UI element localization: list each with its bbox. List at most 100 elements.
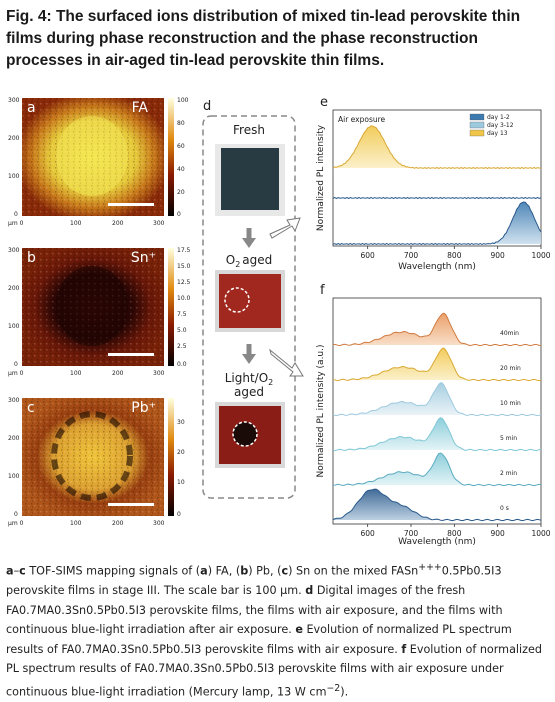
svg-text:80: 80	[177, 120, 185, 127]
x-tick-label-e: 800	[447, 251, 462, 260]
panel-label-e: e	[320, 95, 328, 110]
legend-label-e: day 13	[487, 130, 508, 137]
photo-fresh-film	[221, 148, 279, 210]
x-tick-label-f: 800	[447, 529, 462, 538]
svg-text:30: 30	[177, 419, 185, 426]
axis-ticks-c: 300 200 100 0 µm 0 100 200 300	[8, 397, 165, 527]
x-tick-label-f: 900	[491, 529, 506, 538]
series-line-f	[332, 312, 542, 347]
series-line-e	[332, 201, 542, 246]
svg-text:200: 200	[112, 370, 124, 377]
svg-text:7.5: 7.5	[177, 311, 187, 318]
series-label-f: 5 min	[500, 435, 517, 442]
series-fill-f	[333, 348, 541, 381]
svg-text:100: 100	[177, 97, 189, 104]
colorbar-ticks-b: 17.5 15.0 12.5 10.0 7.5 5.0 2.5 0.0	[177, 247, 191, 368]
figure-caption: a–c TOF-SIMS mapping signals of (a) FA, …	[6, 562, 542, 699]
svg-text:300: 300	[8, 97, 20, 104]
svg-text:µm 0: µm 0	[8, 220, 24, 227]
legend-swatch-e	[469, 129, 485, 137]
svg-text:200: 200	[112, 220, 124, 227]
svg-text:20: 20	[177, 189, 185, 196]
panel-label-d: d	[203, 99, 211, 114]
svg-text:100: 100	[8, 323, 20, 330]
plot-area-e	[332, 109, 542, 247]
figure-panel: a FA 100 80 60 40 20 0 300 200 100 0 µm …	[0, 88, 555, 548]
series-line-f	[332, 417, 542, 452]
series-label-f: 10 min	[500, 400, 521, 407]
svg-text:0: 0	[177, 211, 181, 218]
svg-text:300: 300	[153, 370, 165, 377]
colorbar-b	[168, 248, 174, 366]
x-tick-label-e: 600	[361, 251, 376, 260]
x-tick-label-f: 700	[404, 529, 419, 538]
svg-text:100: 100	[70, 520, 82, 527]
arrow-to-e	[269, 217, 301, 239]
series-fill-f	[333, 453, 541, 486]
series-fill-f	[333, 417, 541, 451]
xlabel-f: Wavelength (nm)	[398, 537, 476, 547]
axis-ticks-a: 300 200 100 0 µm 0 100 200 300	[8, 97, 165, 227]
svg-text:200: 200	[112, 520, 124, 527]
svg-text:60: 60	[177, 143, 185, 150]
svg-text:200: 200	[8, 435, 20, 442]
svg-text:100: 100	[70, 220, 82, 227]
o2-aged-label: O2 aged	[226, 253, 273, 269]
map-label-fa: FA	[132, 100, 149, 116]
svg-text:0.0: 0.0	[177, 361, 187, 368]
x-tick-label-e: 700	[404, 251, 419, 260]
series-label-f: 40min	[500, 330, 519, 337]
process-box	[202, 115, 296, 499]
ylabel-f: Normalized PL intensity (a.u.)	[316, 344, 326, 477]
svg-text:12.5: 12.5	[177, 279, 191, 286]
x-tick-label-e: 900	[491, 251, 506, 260]
map-label-sn: Sn⁺	[131, 250, 156, 266]
map-panel-a: a FA 100 80 60 40 20 0 300 200 100 0 µm …	[8, 97, 189, 227]
legend-swatch-e	[469, 121, 485, 129]
svg-text:300: 300	[153, 220, 165, 227]
light-aged-word: aged	[234, 385, 264, 399]
svg-text:0: 0	[14, 511, 18, 518]
colorbar-c	[168, 398, 174, 516]
series-line-e	[332, 196, 542, 200]
light-o2-aged-label: Light/O2	[225, 371, 274, 387]
panel-label-a: a	[27, 100, 36, 116]
svg-text:10: 10	[177, 479, 185, 486]
figure-svg: a FA 100 80 60 40 20 0 300 200 100 0 µm …	[8, 95, 551, 547]
legend-swatch-e	[469, 113, 485, 121]
x-ticks-e: 600 700 800 900 1000	[361, 246, 551, 260]
map-panel-c: c Pb⁺ 30 20 10 0 300 200 100 0 µm 0 100 …	[8, 397, 185, 527]
svg-text:10.0: 10.0	[177, 295, 191, 302]
series-label-f: 20 min	[500, 365, 521, 372]
panel-label-f: f	[320, 283, 325, 298]
annotation-e: Air exposure	[338, 115, 386, 124]
fresh-label: Fresh	[233, 123, 265, 137]
svg-text:100: 100	[8, 173, 20, 180]
series-line-e	[332, 125, 542, 170]
svg-text:200: 200	[8, 285, 20, 292]
legend-label-e: day 1-2	[487, 114, 510, 121]
map-label-pb: Pb⁺	[131, 400, 156, 416]
axis-ticks-b: 300 200 100 0 µm 0 100 200 300	[8, 247, 165, 377]
panel-d: d Fresh O2 aged Light/O2 aged	[202, 99, 304, 499]
svg-text:300: 300	[8, 397, 20, 404]
figure-title: Fig. 4: The surfaced ions distribution o…	[6, 8, 521, 69]
series-fill-f	[333, 382, 541, 416]
svg-text:5.0: 5.0	[177, 327, 187, 334]
colorbar-a	[168, 98, 174, 216]
xlabel-e: Wavelength (nm)	[398, 262, 476, 272]
svg-text:17.5: 17.5	[177, 247, 191, 254]
svg-text:300: 300	[153, 520, 165, 527]
series-line-f	[332, 382, 542, 417]
series-fill-f	[333, 313, 541, 346]
svg-text:0: 0	[177, 511, 181, 518]
series-fill-e	[333, 202, 541, 245]
x-tick-label-f: 1000	[531, 529, 550, 538]
svg-text:2.5: 2.5	[177, 343, 187, 350]
x-tick-label-f: 600	[361, 529, 376, 538]
svg-text:20: 20	[177, 449, 185, 456]
svg-text:200: 200	[8, 135, 20, 142]
chart-f: f 0 s 2 min 5 min 10 min 20 min 40min 600 700 8…	[316, 283, 551, 547]
svg-text:40: 40	[177, 166, 185, 173]
